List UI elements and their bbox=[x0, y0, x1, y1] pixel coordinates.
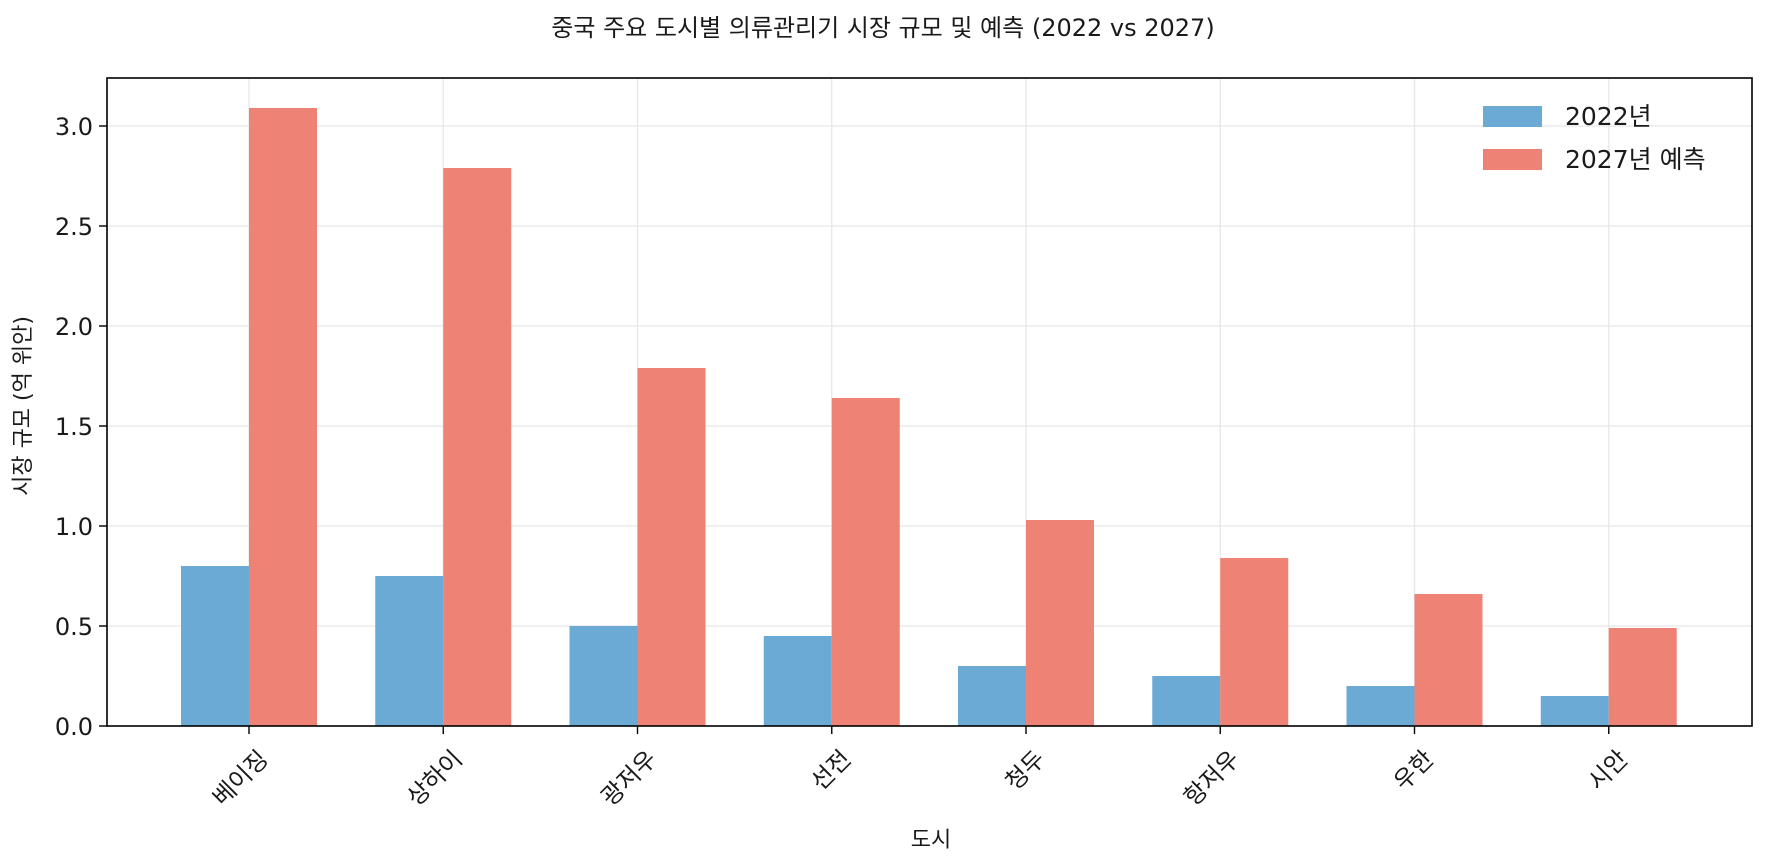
x-tick-label: 선전 bbox=[805, 745, 856, 796]
bar-series1 bbox=[181, 566, 249, 726]
x-tick-label: 시안 bbox=[1582, 745, 1633, 796]
y-tick-label: 1.5 bbox=[55, 413, 93, 441]
legend-swatch bbox=[1483, 149, 1542, 170]
x-tick-label: 광저우 bbox=[596, 745, 663, 812]
bar-series1 bbox=[1346, 686, 1415, 726]
bar-series1 bbox=[763, 636, 832, 726]
bar-series2 bbox=[1608, 628, 1677, 726]
bar-series2 bbox=[443, 168, 512, 726]
y-tick-label: 1.0 bbox=[55, 513, 93, 541]
bar-series2 bbox=[637, 368, 706, 726]
bar-series1 bbox=[1540, 696, 1609, 726]
x-tick-label: 상하이 bbox=[401, 745, 468, 812]
bars-layer bbox=[181, 108, 1677, 726]
legend-swatch bbox=[1483, 106, 1542, 127]
chart-title: 중국 주요 도시별 의류관리기 시장 규모 및 예측 (2022 vs 2027… bbox=[551, 14, 1214, 42]
plot-frame bbox=[106, 77, 1753, 727]
y-tick-label: 2.5 bbox=[55, 213, 93, 241]
bar-series2 bbox=[249, 108, 317, 726]
bar-series2 bbox=[831, 398, 900, 726]
y-tick-label: 0.5 bbox=[55, 613, 93, 641]
x-tick-label: 청두 bbox=[1000, 745, 1051, 796]
bar-series1 bbox=[569, 626, 638, 726]
x-tick-label: 항저우 bbox=[1178, 745, 1245, 812]
x-axis-label: 도시 bbox=[911, 828, 951, 853]
x-tick-label: 우한 bbox=[1388, 745, 1439, 796]
x-tick-label: 베이징 bbox=[207, 745, 274, 812]
legend-label: 2027년 예측 bbox=[1565, 145, 1706, 174]
bar-series2 bbox=[1220, 558, 1289, 726]
y-tick-label: 3.0 bbox=[55, 113, 93, 141]
bar-series2 bbox=[1414, 594, 1483, 726]
y-tick-label: 0.0 bbox=[55, 713, 93, 741]
y-axis-label: 시장 규모 (억 위안) bbox=[11, 316, 36, 496]
legend: 2022년 2027년 예측 bbox=[1483, 102, 1706, 174]
legend-label: 2022년 bbox=[1565, 102, 1652, 131]
grid-layer bbox=[107, 78, 1752, 727]
bar-series1 bbox=[375, 576, 444, 726]
y-tick-label: 2.0 bbox=[55, 313, 93, 341]
bar-series1 bbox=[1152, 676, 1221, 726]
bar-series1 bbox=[958, 666, 1026, 726]
bar-series2 bbox=[1026, 520, 1094, 726]
